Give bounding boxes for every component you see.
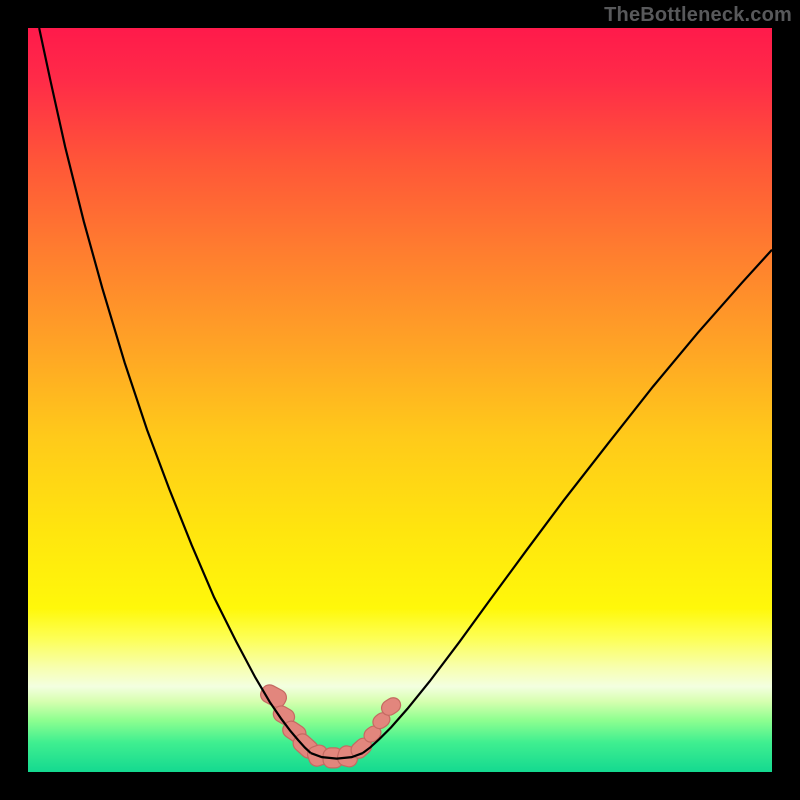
- watermark-text: TheBottleneck.com: [604, 4, 792, 27]
- chart-frame: TheBottleneck.com: [0, 0, 800, 800]
- plot-area: [28, 28, 772, 772]
- curve-left: [39, 28, 311, 753]
- curve-right: [363, 250, 772, 753]
- valley-markers: [258, 682, 404, 769]
- curve-layer: [28, 28, 772, 772]
